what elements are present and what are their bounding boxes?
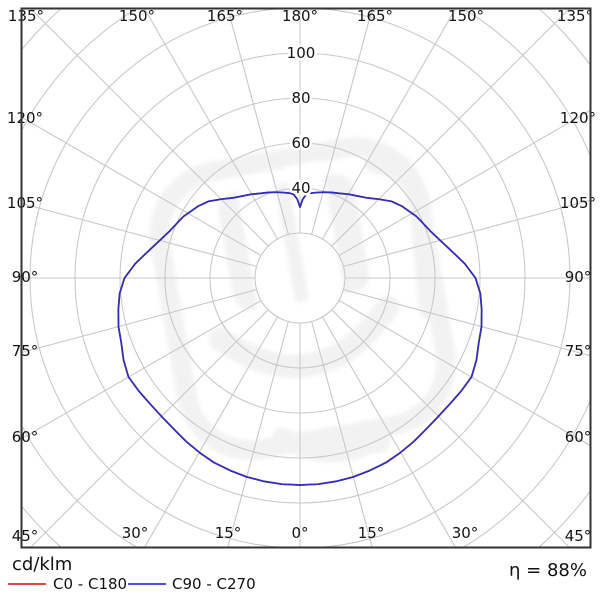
grid-ray	[338, 300, 590, 447]
angle-label: 45°	[565, 527, 592, 545]
radial-tick-label: 100	[287, 44, 316, 62]
grid-ray	[227, 321, 289, 547]
angle-label: 90°	[565, 268, 592, 286]
angle-label: 120°	[7, 109, 43, 127]
chart-footer: cd/klm C0 - C180 C90 - C270 η = 88%	[0, 552, 600, 600]
angle-axis-labels: 135° 150° 165° 180° 165° 150° 135° 120° 105° 90° 7…	[7, 7, 596, 545]
grid-ray	[322, 9, 456, 240]
grid-ray	[144, 9, 278, 240]
angle-label: 105°	[560, 194, 596, 212]
angle-label: 90°	[12, 268, 39, 286]
legend-label-c0-c180: C0 - C180	[53, 575, 128, 593]
efficiency-label: η = 88%	[509, 560, 587, 581]
angle-label: 150°	[448, 7, 484, 25]
grid-ray	[144, 316, 278, 547]
legend-label-c90-c270: C90 - C270	[172, 575, 256, 593]
angle-label: 165°	[357, 7, 393, 25]
angle-label: 45°	[12, 527, 39, 545]
angle-label: 0°	[291, 524, 308, 542]
grid-ray	[331, 9, 570, 247]
angle-label: 75°	[565, 342, 592, 360]
angle-label: 60°	[12, 428, 39, 446]
angle-label: 30°	[452, 524, 479, 542]
grid-ray	[30, 9, 269, 247]
grid-ray	[311, 321, 373, 547]
curve-C90-C270	[117, 191, 483, 486]
grid-ray	[322, 316, 456, 547]
grid-ray	[22, 116, 262, 256]
grid-ray	[331, 309, 570, 547]
grid-ray	[22, 300, 262, 440]
grid-ray	[30, 309, 269, 547]
radial-tick-label: 80	[291, 89, 310, 107]
angle-label: 15°	[358, 524, 385, 542]
radial-tick-label: 60	[291, 134, 310, 152]
grid-ray	[338, 109, 590, 256]
intensity-curves	[117, 191, 483, 486]
angle-label: 135°	[8, 7, 44, 25]
angle-label: 120°	[560, 109, 596, 127]
angle-label: 15°	[215, 524, 242, 542]
angle-label: 75°	[12, 342, 39, 360]
angle-label: 165°	[207, 7, 243, 25]
angle-label: 30°	[122, 524, 149, 542]
angle-label: 150°	[119, 7, 155, 25]
angle-label: 180°	[282, 7, 318, 25]
legend-line-c0-c180	[8, 583, 46, 585]
angle-label: 105°	[7, 194, 43, 212]
radial-axis-labels: 40 60 80 100	[284, 42, 318, 200]
plot-border	[20, 7, 592, 549]
grid-ray	[22, 289, 257, 354]
grid-ray	[227, 9, 289, 235]
unit-label: cd/klm	[12, 554, 73, 575]
angle-label: 135°	[557, 7, 593, 25]
angle-label: 60°	[565, 428, 592, 446]
grid-ray	[343, 199, 590, 267]
grid-ray	[343, 289, 590, 357]
radial-tick-label: 40	[291, 179, 310, 197]
grid-ray	[22, 202, 257, 267]
legend-line-c90-c270	[128, 583, 166, 585]
grid-ray	[311, 9, 373, 235]
